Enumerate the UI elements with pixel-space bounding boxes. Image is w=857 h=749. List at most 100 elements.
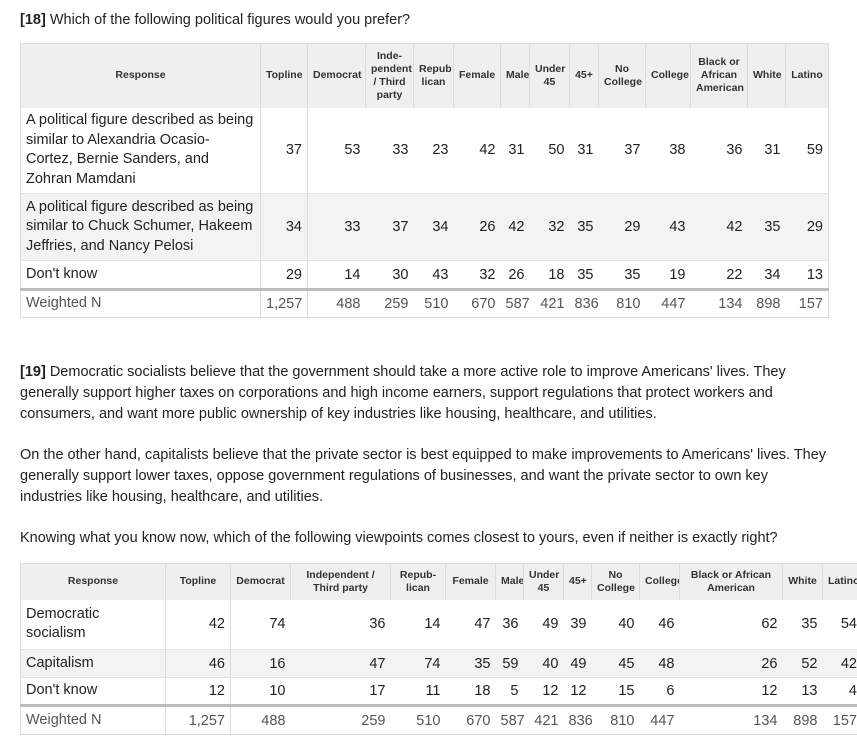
cell-value: 35: [598, 260, 646, 290]
cell-value: 35: [445, 649, 496, 678]
cell-value: 35: [569, 193, 599, 261]
cell-value: 157: [785, 288, 829, 318]
cell-value: 42: [165, 599, 231, 650]
q19-col-header: Female: [445, 563, 496, 600]
cell-value: 836: [569, 288, 599, 318]
q19-col-header: Male: [495, 563, 524, 600]
cell-value: 12: [679, 677, 783, 706]
q19-para2: On the other hand, capitalists believe t…: [20, 447, 827, 505]
cell-value: 810: [591, 704, 640, 735]
cell-value: 36: [690, 107, 748, 194]
cell-value: 259: [290, 704, 391, 735]
cell-value: 259: [365, 288, 414, 318]
cell-value: 42: [822, 649, 857, 678]
q19-col-header: White: [782, 563, 823, 600]
cell-value: 670: [453, 288, 501, 318]
q18-title: [18] Which of the following political fi…: [20, 10, 410, 30]
cell-value: 74: [390, 649, 446, 678]
cell-value: 59: [495, 649, 524, 678]
cell-value: 42: [690, 193, 748, 261]
cell-value: 488: [230, 704, 291, 735]
cell-value: 16: [230, 649, 291, 678]
table-row: A political figure described as being si…: [20, 107, 829, 194]
cell-value: 447: [639, 704, 680, 735]
cell-value: 670: [445, 704, 496, 735]
cell-value: 26: [500, 260, 530, 290]
cell-value: 14: [307, 260, 366, 290]
q19-col-header: College: [639, 563, 680, 600]
cell-value: 32: [529, 193, 570, 261]
q18-col-header: Response: [20, 43, 261, 108]
table-row: Weighted N 1,257 488 259 510 670 587 421 836 810 4…: [20, 704, 857, 735]
cell-value: 32: [453, 260, 501, 290]
cell-value: 18: [445, 677, 496, 706]
table-row: Weighted N 1,257 488 259 510 670 587 421 836 810 4…: [20, 288, 829, 318]
cell-value: 29: [785, 193, 829, 261]
cell-value: 49: [563, 649, 592, 678]
cell-value: 35: [747, 193, 786, 261]
cell-value: 31: [500, 107, 530, 194]
q18-col-header: Inde- pendent / Third party: [365, 43, 414, 108]
cell-value: 53: [307, 107, 366, 194]
q19-col-header: Democrat: [230, 563, 291, 600]
cell-value: 34: [747, 260, 786, 290]
cell-value: 5: [495, 677, 524, 706]
q19-header-row: Response Topline Democrat Independent / Thi…: [20, 563, 857, 600]
q18-table: Response Topline Democrat Inde- pendent / T…: [20, 43, 829, 318]
row-label: Don't know: [20, 677, 166, 706]
cell-value: 10: [230, 677, 291, 706]
q18-col-header: Female: [453, 43, 501, 108]
cell-value: 35: [782, 599, 823, 650]
q19-table: Response Topline Democrat Independent / Thi…: [20, 563, 857, 735]
cell-value: 14: [390, 599, 446, 650]
cell-value: 43: [413, 260, 454, 290]
q18-number: [18]: [20, 12, 46, 28]
cell-value: 40: [523, 649, 564, 678]
cell-value: 49: [523, 599, 564, 650]
cell-value: 12: [563, 677, 592, 706]
cell-value: 29: [260, 260, 308, 290]
row-label: Don't know: [20, 260, 261, 290]
cell-value: 17: [290, 677, 391, 706]
cell-value: 4: [822, 677, 857, 706]
row-label: Democratic socialism: [20, 599, 166, 650]
cell-value: 23: [413, 107, 454, 194]
table-row: Don't know 12 10 17 11 18 5 12 12 15 6 12 13 4: [20, 677, 857, 706]
q18-col-header: Repub lican: [413, 43, 454, 108]
cell-value: 35: [569, 260, 599, 290]
cell-value: 47: [445, 599, 496, 650]
cell-value: 36: [495, 599, 524, 650]
cell-value: 37: [260, 107, 308, 194]
q18-text: Which of the following political figures…: [49, 12, 411, 28]
cell-value: 52: [782, 649, 823, 678]
cell-value: 47: [290, 649, 391, 678]
q18-col-header: Democrat: [307, 43, 366, 108]
q18-col-header: Topline: [260, 43, 308, 108]
cell-value: 33: [307, 193, 366, 261]
cell-value: 30: [365, 260, 414, 290]
cell-value: 45: [591, 649, 640, 678]
cell-value: 40: [591, 599, 640, 650]
cell-value: 12: [523, 677, 564, 706]
cell-value: 510: [390, 704, 446, 735]
cell-value: 15: [591, 677, 640, 706]
q18-col-header: Latino: [785, 43, 829, 108]
cell-value: 587: [495, 704, 524, 735]
cell-value: 54: [822, 599, 857, 650]
cell-value: 31: [747, 107, 786, 194]
cell-value: 19: [645, 260, 691, 290]
row-label: Capitalism: [20, 649, 166, 678]
cell-value: 33: [365, 107, 414, 194]
q19-para3: Knowing what you know now, which of the …: [20, 530, 778, 546]
cell-value: 421: [529, 288, 570, 318]
row-label: Weighted N: [20, 288, 261, 318]
cell-value: 37: [365, 193, 414, 261]
cell-value: 1,257: [260, 288, 308, 318]
q19-col-header: Under 45: [523, 563, 564, 600]
cell-value: 37: [598, 107, 646, 194]
cell-value: 898: [747, 288, 786, 318]
cell-value: 43: [645, 193, 691, 261]
table-row: Don't know 29 14 30 43 32 26 18 35 35 19 22 34 13: [20, 260, 829, 290]
cell-value: 46: [165, 649, 231, 678]
cell-value: 12: [165, 677, 231, 706]
